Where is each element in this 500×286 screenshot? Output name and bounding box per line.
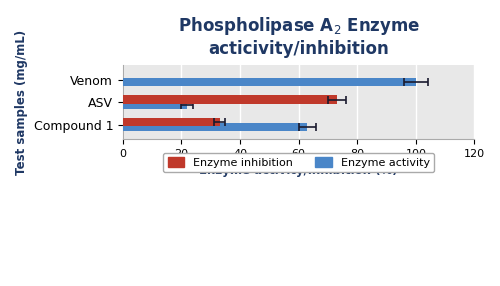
- Legend: Enzyme inhibition, Enzyme activity: Enzyme inhibition, Enzyme activity: [163, 152, 434, 172]
- X-axis label: Enzyme activity/inhibition (%): Enzyme activity/inhibition (%): [200, 164, 398, 177]
- Bar: [123, 118, 220, 126]
- Y-axis label: Test samples (mg/mL): Test samples (mg/mL): [15, 29, 28, 174]
- Bar: [123, 100, 188, 109]
- Bar: [123, 95, 337, 104]
- Title: Phospholipase A$_2$ Enzyme
acticivity/inhibition: Phospholipase A$_2$ Enzyme acticivity/in…: [178, 15, 420, 58]
- Bar: [123, 123, 308, 131]
- Bar: [123, 78, 416, 86]
